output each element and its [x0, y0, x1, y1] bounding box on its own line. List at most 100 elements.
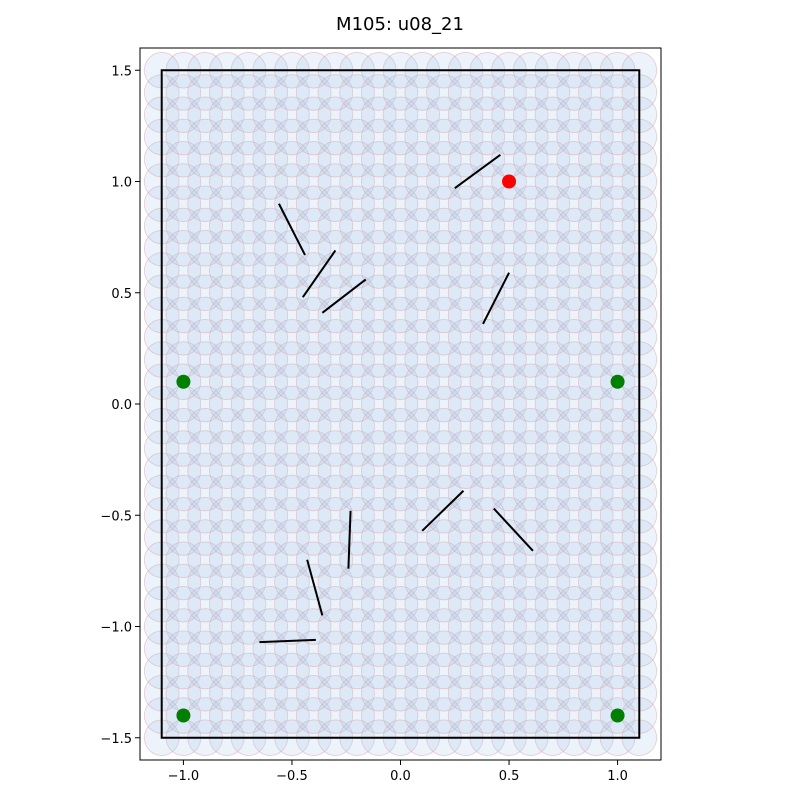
- coverage-circle: [556, 608, 592, 645]
- coverage-circle: [426, 207, 462, 245]
- coverage-circle: [534, 274, 571, 311]
- coverage-circle: [556, 96, 592, 133]
- segment: [482, 272, 510, 325]
- coverage-circle: [230, 608, 267, 645]
- coverage-circle: [252, 697, 289, 734]
- coverage-circle: [274, 296, 310, 334]
- coverage-circle: [165, 474, 202, 512]
- coverage-circle: [491, 563, 527, 601]
- coverage-circle: [209, 274, 245, 311]
- coverage-circle: [578, 519, 614, 556]
- coverage-circle: [361, 385, 397, 423]
- coverage-circle: [295, 296, 332, 334]
- coverage-circle: [599, 319, 636, 356]
- coverage-circle: [556, 341, 592, 378]
- coverage-circle: [382, 363, 419, 400]
- coverage-circle: [252, 519, 289, 556]
- coverage-circle: [469, 608, 506, 645]
- coverage-circle: [491, 207, 527, 245]
- coverage-circle: [339, 563, 375, 601]
- coverage-circle: [534, 563, 571, 601]
- coverage-circle: [252, 252, 289, 289]
- coverage-circle: [187, 452, 223, 489]
- coverage-circle: [512, 141, 549, 178]
- coverage-circle: [469, 385, 506, 423]
- coverage-circle: [534, 118, 571, 156]
- coverage-circle: [534, 252, 571, 289]
- coverage-circle: [404, 141, 440, 178]
- coverage-circle: [274, 385, 310, 423]
- coverage-circle: [317, 185, 354, 222]
- coverage-circle: [382, 118, 419, 156]
- coverage-circle: [447, 296, 484, 334]
- coverage-circle: [534, 586, 571, 623]
- coverage-circle: [252, 385, 289, 423]
- coverage-circle: [317, 697, 354, 734]
- coverage-circle: [447, 74, 484, 111]
- coverage-circle: [230, 385, 267, 423]
- coverage-circle: [447, 96, 484, 133]
- coverage-circle: [534, 652, 571, 690]
- coverage-circle: [426, 675, 462, 712]
- coverage-circle: [578, 630, 614, 667]
- coverage-circle: [317, 74, 354, 111]
- coverage-circle: [187, 163, 223, 200]
- coverage-circle: [339, 163, 375, 200]
- coverage-circle: [361, 430, 397, 467]
- coverage-circle: [274, 341, 310, 378]
- coverage-circle: [382, 230, 419, 267]
- coverage-circle: [469, 519, 506, 556]
- coverage-circle: [317, 497, 354, 534]
- coverage-circle: [469, 96, 506, 133]
- coverage-circle: [382, 74, 419, 111]
- coverage-circle: [469, 274, 506, 311]
- coverage-circle: [274, 363, 310, 400]
- coverage-circle: [317, 563, 354, 601]
- coverage-circle: [187, 185, 223, 222]
- coverage-circle: [599, 474, 636, 512]
- coverage-circle: [447, 430, 484, 467]
- coverage-circle: [361, 74, 397, 111]
- coverage-circle: [447, 563, 484, 601]
- coverage-circle: [209, 541, 245, 578]
- coverage-circle: [209, 652, 245, 690]
- coverage-circle: [447, 541, 484, 578]
- coverage-circle: [317, 586, 354, 623]
- coverage-circle: [187, 96, 223, 133]
- coverage-circle: [230, 430, 267, 467]
- coverage-circle: [599, 652, 636, 690]
- coverage-circle: [382, 408, 419, 445]
- coverage-circle: [447, 474, 484, 512]
- coverage-circle: [230, 563, 267, 601]
- coverage-circle: [165, 497, 202, 534]
- coverage-circle: [578, 452, 614, 489]
- coverage-circle: [578, 319, 614, 356]
- coverage-circle: [534, 363, 571, 400]
- coverage-circle: [556, 630, 592, 667]
- coverage-circle: [361, 341, 397, 378]
- coverage-circle: [534, 408, 571, 445]
- coverage-circle: [361, 586, 397, 623]
- coverage-circle: [556, 319, 592, 356]
- coverage-circle: [274, 96, 310, 133]
- coverage-circle: [187, 497, 223, 534]
- coverage-circle: [404, 474, 440, 512]
- coverage-circle: [556, 474, 592, 512]
- coverage-circle: [491, 452, 527, 489]
- coverage-circle: [295, 207, 332, 245]
- coverage-circle: [361, 207, 397, 245]
- segment: [454, 153, 501, 189]
- coverage-circle: [512, 319, 549, 356]
- coverage-circle: [317, 296, 354, 334]
- coverage-circles: [143, 52, 658, 756]
- coverage-circle: [295, 408, 332, 445]
- boundary-rect: [160, 69, 641, 739]
- coverage-circle: [252, 452, 289, 489]
- coverage-circle: [252, 185, 289, 222]
- coverage-circle: [447, 408, 484, 445]
- coverage-circle: [165, 96, 202, 133]
- coverage-circle: [578, 118, 614, 156]
- coverage-circle: [339, 296, 375, 334]
- coverage-circle: [404, 207, 440, 245]
- coverage-circle: [382, 563, 419, 601]
